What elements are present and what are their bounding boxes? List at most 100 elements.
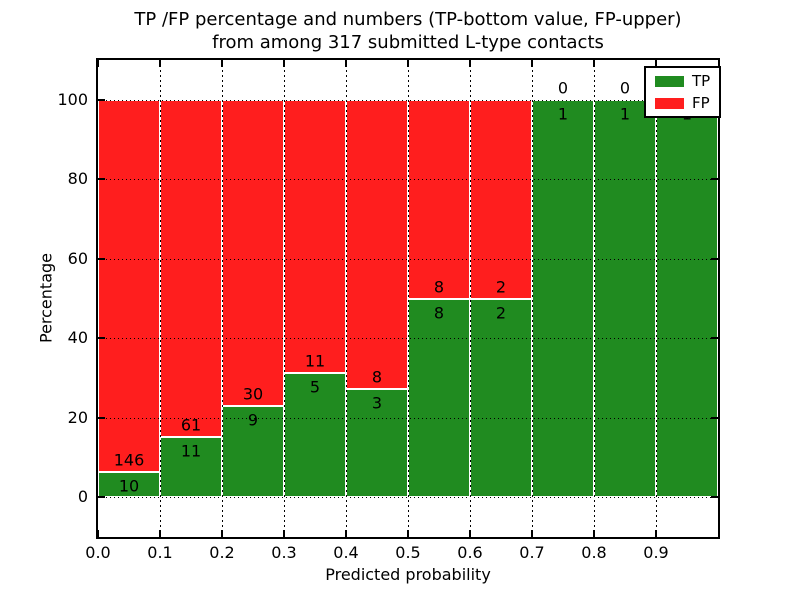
chart-title-line1: TP /FP percentage and numbers (TP-bottom… [134, 9, 682, 30]
x-tick-top [531, 60, 533, 67]
bar-segment-tp [408, 298, 470, 498]
tp-count-label: 1 [619, 104, 631, 124]
bar-segment-tp [594, 99, 656, 498]
y-tick-right [711, 496, 718, 499]
y-tick-left [98, 416, 105, 419]
x-tick-bottom [97, 530, 99, 537]
tp-count-label: 5 [309, 377, 321, 397]
fp-count-label: 30 [242, 384, 264, 404]
x-tick-label: 0.5 [395, 543, 421, 562]
bar-segment-tp [222, 405, 284, 498]
x-tick-bottom [531, 530, 533, 537]
x-axis-label: Predicted probability [325, 565, 491, 584]
x-tick-top [221, 60, 223, 67]
tp-count-label: 11 [180, 441, 202, 461]
bar-segment-tp [470, 298, 532, 498]
y-tick-label: 40 [67, 328, 88, 348]
y-tick-left [98, 178, 105, 181]
x-tick-bottom [593, 530, 595, 537]
bar-segment-tp [656, 99, 718, 498]
legend-label: TP [692, 72, 711, 90]
y-tick-label: 60 [67, 248, 88, 268]
x-tick-top [283, 60, 285, 67]
x-tick-label: 0.6 [457, 543, 483, 562]
tp-count-label: 1 [557, 104, 569, 124]
x-tick-label: 0.8 [581, 543, 607, 562]
y-tick-right [711, 178, 718, 181]
bar-segment-tp [98, 471, 160, 498]
legend-row: FP [655, 95, 710, 111]
bar-segment-fp [346, 99, 408, 389]
tp-count-label: 8 [433, 303, 445, 322]
tp-count-label: 3 [371, 393, 383, 413]
v-gridline [408, 60, 409, 537]
x-tick-bottom [159, 530, 161, 537]
v-gridline [656, 60, 657, 537]
y-tick-left [98, 98, 105, 101]
v-gridline [470, 60, 471, 537]
y-tick-right [711, 416, 718, 419]
v-gridline [284, 60, 285, 537]
y-tick-label: 0 [77, 487, 88, 507]
chart-title-line2: from among 317 submitted L-type contacts [212, 32, 604, 53]
x-tick-label: 0.4 [333, 543, 359, 562]
fp-count-label: 61 [180, 415, 202, 435]
x-tick-top [469, 60, 471, 67]
x-tick-bottom [345, 530, 347, 537]
bar-segment-fp [222, 99, 284, 406]
v-gridline [594, 60, 595, 537]
y-tick-label: 100 [57, 89, 88, 109]
x-tick-label: 0.7 [519, 543, 545, 562]
bar-segment-fp [98, 99, 160, 472]
fp-count-label: 8 [371, 367, 383, 387]
bar-segment-fp [284, 99, 346, 374]
bar-segment-fp [160, 99, 222, 437]
x-tick-bottom [655, 530, 657, 537]
v-gridline [160, 60, 161, 537]
fp-count-label: 0 [619, 78, 631, 98]
x-tick-bottom [283, 530, 285, 537]
legend-row: TP [655, 73, 710, 89]
x-tick-top [97, 60, 99, 67]
legend-swatch-fp [655, 97, 684, 109]
chart-title: TP /FP percentage and numbers (TP-bottom… [88, 8, 728, 54]
x-tick-top [407, 60, 409, 67]
x-tick-label: 0.2 [209, 543, 235, 562]
fp-count-label: 146 [113, 450, 145, 470]
tp-count-label: 10 [118, 476, 140, 496]
x-tick-label: 0.3 [271, 543, 297, 562]
x-tick-label: 0.9 [643, 543, 669, 562]
fp-count-label: 2 [495, 277, 507, 296]
x-tick-label: 0.0 [85, 543, 111, 562]
fp-count-label: 11 [304, 351, 326, 371]
legend-swatch-tp [655, 75, 684, 87]
bar-segment-tp [284, 373, 346, 498]
y-tick-right [711, 337, 718, 340]
y-tick-left [98, 337, 105, 340]
bar-segment-tp [532, 99, 594, 498]
y-tick-left [98, 257, 105, 260]
y-tick-label: 20 [67, 407, 88, 427]
y-tick-label: 80 [67, 169, 88, 189]
tp-count-label: 9 [247, 410, 259, 430]
v-gridline [222, 60, 223, 537]
tp-count-label: 2 [495, 303, 507, 322]
legend: TP FP [644, 66, 722, 118]
x-tick-top [159, 60, 161, 67]
x-tick-top [345, 60, 347, 67]
bar-segment-tp [346, 388, 408, 498]
x-tick-top [593, 60, 595, 67]
x-tick-top [655, 60, 657, 67]
legend-label: FP [692, 94, 710, 112]
v-gridline [532, 60, 533, 537]
x-tick-bottom [469, 530, 471, 537]
bar-segment-fp [470, 99, 532, 299]
bar-segment-tp [160, 436, 222, 498]
y-tick-right [711, 257, 718, 260]
fp-count-label: 0 [557, 78, 569, 98]
x-tick-bottom [407, 530, 409, 537]
fp-count-label: 8 [433, 277, 445, 296]
y-tick-left [98, 496, 105, 499]
